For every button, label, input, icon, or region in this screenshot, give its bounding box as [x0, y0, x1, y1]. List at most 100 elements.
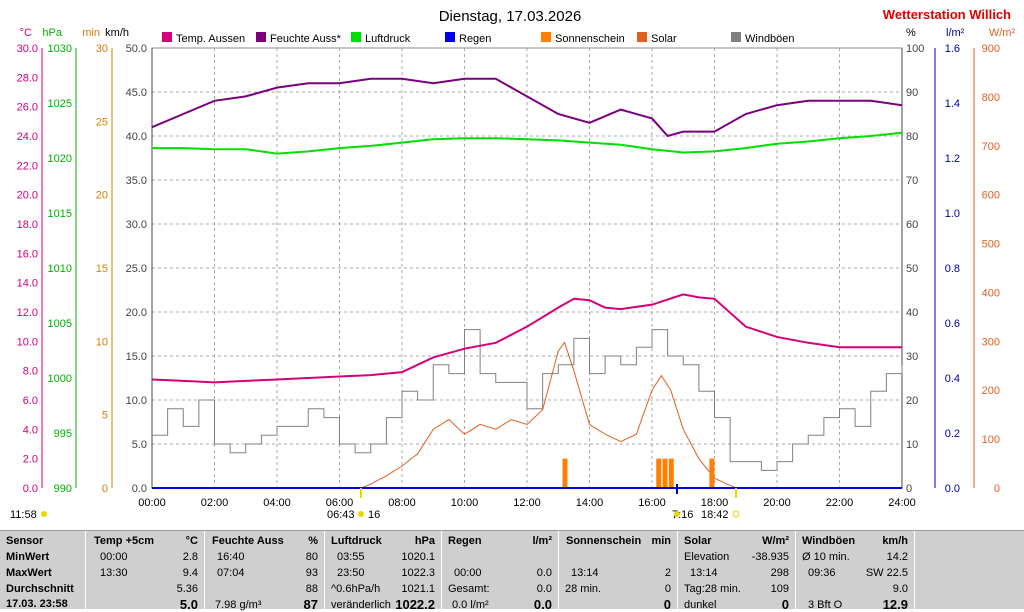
- stats-temp: Temp +5cm °C 00:00 2.8 13:30 9.4 5.36 5.…: [86, 531, 205, 612]
- rain-max: 0.0: [536, 567, 552, 579]
- temp-axis-tick: 8.0: [23, 366, 38, 378]
- humidity-axis-tick: 100: [906, 43, 924, 55]
- pressure-avg: 1021.1: [401, 583, 435, 595]
- solar-elevation-label: Elevation: [684, 551, 730, 563]
- time-axis-tick: 16:00: [638, 497, 666, 509]
- temp-axis-tick: 24.0: [17, 131, 38, 143]
- temp-min-time: 00:00: [100, 551, 128, 563]
- rain-axis-tick: 1.0: [945, 208, 960, 220]
- temp-axis-tick: 20.0: [17, 190, 38, 202]
- temp-min: 2.8: [182, 551, 198, 563]
- temp-axis-tick: 6.0: [23, 395, 38, 407]
- wind-axis-tick: 35.0: [126, 175, 147, 187]
- humidity-axis-tick: 0: [906, 483, 912, 495]
- temp-axis-tick: 22.0: [17, 160, 38, 172]
- series-line-5: [361, 341, 737, 489]
- rain-axis-tick: 0.4: [945, 373, 960, 385]
- humidity-min: 80: [305, 551, 318, 563]
- temp-unit: °C: [185, 535, 198, 547]
- humidity-min-time: 16:40: [217, 551, 245, 563]
- sunshine-header: Sonnenschein: [566, 535, 642, 547]
- sunshine-current: 0: [663, 597, 671, 612]
- pressure-max-time: 23:50: [337, 567, 365, 579]
- humidity-max-time: 07:04: [217, 567, 245, 579]
- wind-max-time: 09:36: [808, 567, 836, 579]
- axis-unit-right-2: W/m²: [989, 27, 1016, 39]
- solar-axis-tick: 0: [994, 483, 1000, 495]
- solar-day-label: Tag:28 min.: [684, 583, 741, 595]
- pressure-axis-tick: 1015: [48, 208, 72, 220]
- humidity-axis-tick: 80: [906, 131, 918, 143]
- sunshine-bar: [562, 458, 568, 488]
- pressure-axis-tick: 1030: [48, 43, 72, 55]
- temp-axis-tick: 12.0: [17, 307, 38, 319]
- solar-axis-tick: 400: [982, 287, 1000, 299]
- humidity-axis-tick: 30: [906, 351, 918, 363]
- humidity-axis-tick: 60: [906, 219, 918, 231]
- rain-axis-tick: 0.8: [945, 263, 960, 275]
- legend-swatch-6: [731, 32, 741, 42]
- humidity-axis-tick: 40: [906, 307, 918, 319]
- temp-axis-tick: 16.0: [17, 248, 38, 260]
- pressure-trend: veränderlich: [331, 599, 391, 611]
- temp-header: Temp +5cm: [94, 535, 155, 547]
- axes: °C hPa min km/h% l/m² W/m² 30.0 28.0 26.0 24.0 22.…: [17, 27, 1016, 509]
- row-label-current: 17.03. 23:58: [6, 598, 68, 610]
- pressure-min-time: 03:55: [337, 551, 365, 563]
- axis-unit-left-2: min: [82, 27, 100, 39]
- axis-unit-right-0: %: [906, 27, 916, 39]
- humidity-axis-tick: 90: [906, 87, 918, 99]
- sunshine-bar: [709, 458, 715, 488]
- solar-axis-tick: 900: [982, 43, 1000, 55]
- wind-unit: km/h: [882, 535, 908, 547]
- time-axis-tick: 00:00: [138, 497, 166, 509]
- solar-day: 109: [770, 583, 789, 595]
- stats-rain: Regen l/m² 00:00 0.0 Gesamt: 0.0 0.0 l/m…: [442, 531, 559, 612]
- time-axis-tick: 10:00: [451, 497, 479, 509]
- stats-sunshine: Sonnenschein min 13:14 2 28 min. 0 0: [559, 531, 678, 612]
- pressure-axis-tick: 1010: [48, 263, 72, 275]
- sunshine-max: 2: [664, 567, 671, 579]
- humidity-axis-tick: 20: [906, 395, 918, 407]
- temp-avg: 5.36: [176, 583, 198, 595]
- sunshine-unit: min: [651, 535, 671, 547]
- wind-axis-tick: 25.0: [126, 263, 147, 275]
- rain-total: 0.0: [536, 583, 552, 595]
- humidity-avg: 88: [305, 583, 318, 595]
- solar-max-time: 13:14: [690, 567, 718, 579]
- wind-avg-label: Ø 10 min.: [802, 551, 850, 563]
- sunrise-time: 06:43: [327, 509, 355, 521]
- legend-label-0: Temp. Aussen: [176, 33, 245, 45]
- sunshine-bar: [656, 458, 662, 488]
- solar-axis-tick: 700: [982, 141, 1000, 153]
- time-axis-tick: 04:00: [263, 497, 291, 509]
- time-axis-tick: 18:00: [701, 497, 729, 509]
- legend-label-6: Windböen: [745, 33, 795, 45]
- rain-axis-tick: 1.2: [945, 153, 960, 165]
- wind-beaufort: 3 Bft O: [808, 599, 843, 611]
- sunshine-axis-tick: 30: [96, 43, 108, 55]
- chart-title: Dienstag, 17.03.2026: [439, 8, 582, 25]
- time-axis-tick: 08:00: [388, 497, 416, 509]
- sensor-header: Sensor: [6, 535, 44, 547]
- sunshine-axis-tick: 15: [96, 263, 108, 275]
- axis-unit-right-1: l/m²: [946, 27, 965, 39]
- solar-header: Solar: [684, 535, 712, 547]
- solar-axis-tick: 200: [982, 385, 1000, 397]
- pressure-axis-tick: 1005: [48, 318, 72, 330]
- temp-current: 5.0: [179, 597, 198, 612]
- legend-label-1: Feuchte Auss*: [270, 33, 342, 45]
- sunshine-total: 0: [664, 583, 671, 595]
- solar-axis-tick: 300: [982, 336, 1000, 348]
- humidity-axis-tick: 70: [906, 175, 918, 187]
- time-axis-tick: 22:00: [826, 497, 854, 509]
- legend-swatch-5: [637, 32, 647, 42]
- wind-axis-tick: 20.0: [126, 307, 147, 319]
- series-line-6: [152, 329, 903, 471]
- sunrise-extra: 16: [368, 509, 380, 521]
- series-line-1: [151, 77, 903, 138]
- rain-max-time: 00:00: [454, 567, 482, 579]
- sunshine-bar: [662, 458, 668, 488]
- legend-label-4: Sonnenschein: [555, 33, 625, 45]
- pressure-axis-tick: 995: [54, 428, 72, 440]
